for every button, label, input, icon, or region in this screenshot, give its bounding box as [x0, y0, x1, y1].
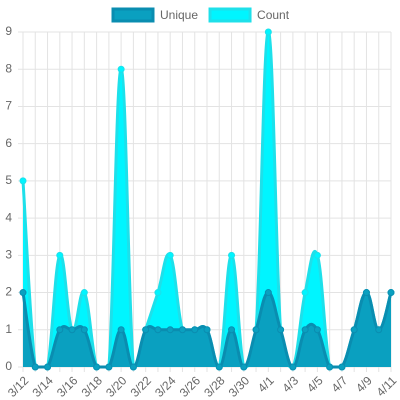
point: [117, 326, 125, 334]
x-tick-label: 4/9: [353, 373, 375, 395]
x-tick-label: 3/20: [103, 373, 130, 400]
x-tick-label: 4/11: [374, 373, 400, 399]
point: [142, 326, 150, 334]
point: [301, 289, 309, 297]
point: [166, 326, 174, 334]
point: [289, 363, 297, 371]
x-tick-label: 3/14: [29, 373, 56, 400]
legend-label: Count: [257, 8, 290, 22]
point: [191, 326, 199, 334]
x-tick-label: 3/26: [177, 373, 204, 400]
x-tick-label: 3/24: [152, 373, 179, 400]
point: [93, 363, 101, 371]
point: [154, 289, 162, 297]
x-tick-label: 4/5: [304, 373, 326, 395]
point: [228, 326, 236, 334]
x-tick-label: 3/12: [5, 373, 32, 400]
point: [387, 289, 395, 297]
point: [264, 289, 272, 297]
point: [313, 326, 321, 334]
point: [277, 326, 285, 334]
point: [240, 363, 248, 371]
area: [23, 32, 391, 367]
point: [117, 65, 125, 73]
legend-label: Unique: [160, 8, 198, 22]
point: [178, 326, 186, 334]
point: [203, 326, 211, 334]
point: [166, 251, 174, 259]
legend-swatch: [111, 7, 155, 23]
x-tick-label: 3/30: [226, 373, 253, 400]
y-tick-label: 0: [5, 359, 12, 373]
y-tick-label: 1: [5, 322, 12, 336]
point: [338, 363, 346, 371]
point: [105, 363, 113, 371]
y-tick-label: 2: [5, 285, 12, 299]
x-tick-label: 3/22: [128, 373, 155, 400]
point: [80, 289, 88, 297]
x-tick-label: 3/28: [201, 373, 228, 400]
point: [44, 363, 52, 371]
point: [56, 251, 64, 259]
y-tick-label: 3: [5, 248, 12, 262]
point: [19, 177, 27, 185]
point: [154, 326, 162, 334]
y-tick-label: 8: [5, 61, 12, 75]
point: [215, 363, 223, 371]
y-tick-label: 6: [5, 136, 12, 150]
x-tick-label: 4/1: [255, 373, 277, 395]
point: [56, 326, 64, 334]
point: [31, 363, 39, 371]
point: [19, 289, 27, 297]
y-tick-label: 7: [5, 99, 12, 113]
point: [362, 289, 370, 297]
y-tick-label: 9: [5, 24, 12, 38]
point: [326, 363, 334, 371]
x-tick-label: 4/7: [329, 373, 351, 395]
point: [264, 28, 272, 36]
point: [375, 326, 383, 334]
y-tick-label: 5: [5, 173, 12, 187]
y-tick-label: 4: [5, 210, 12, 224]
point: [129, 363, 137, 371]
point: [252, 326, 260, 334]
x-tick-label: 3/16: [54, 373, 81, 400]
legend-swatch: [208, 7, 252, 23]
point: [313, 251, 321, 259]
point: [80, 326, 88, 334]
point: [68, 326, 76, 334]
x-tick-label: 3/18: [79, 373, 106, 400]
point: [350, 326, 358, 334]
x-tick-label: 4/3: [280, 373, 302, 395]
point: [301, 326, 309, 334]
point: [228, 251, 236, 259]
